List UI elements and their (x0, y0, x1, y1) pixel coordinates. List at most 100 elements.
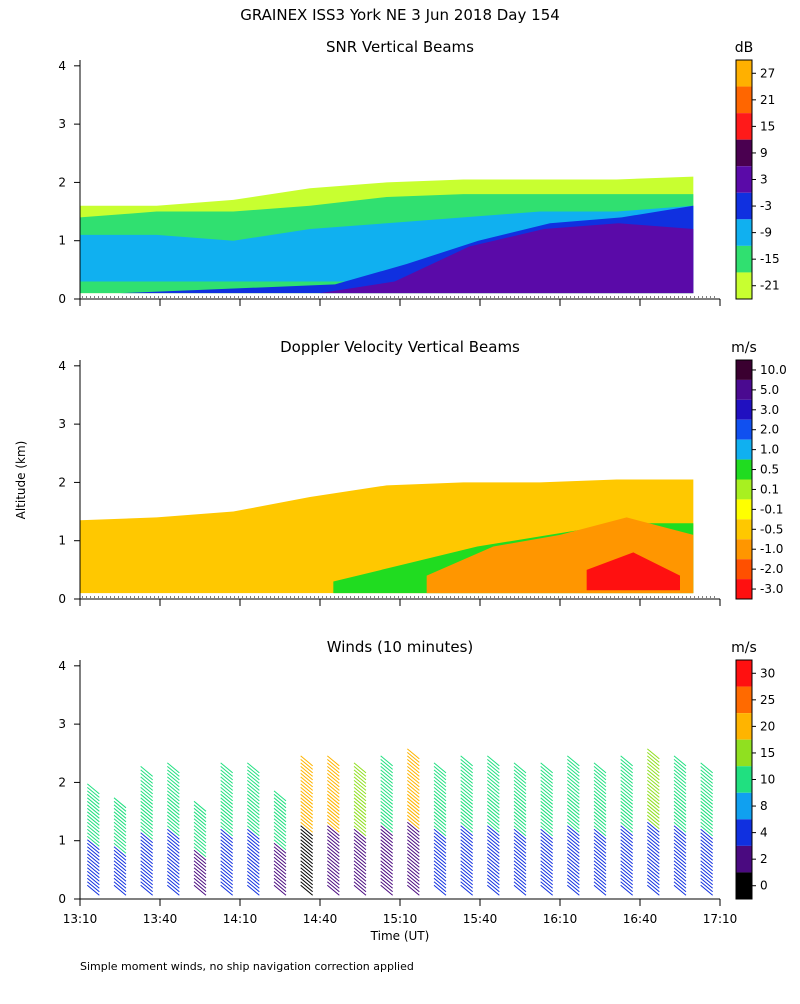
colorbar-swatch (736, 219, 752, 246)
wind-barb (540, 765, 553, 777)
wind-barb (487, 793, 500, 805)
wind-barb (513, 839, 527, 851)
wind-barb (487, 842, 500, 854)
wind-barb (273, 860, 287, 872)
wind-barb (300, 818, 313, 830)
wind-barb (407, 793, 420, 805)
wind-barb (620, 800, 633, 812)
wind-barb (673, 856, 687, 868)
wind-barb (513, 797, 527, 809)
wind-barb (113, 870, 127, 882)
wind-barb (487, 783, 500, 795)
wind-barb (647, 807, 660, 819)
wind-barb (433, 825, 447, 837)
wind-barb (647, 832, 660, 844)
wind-barb (540, 818, 553, 830)
wind-barb (620, 881, 633, 893)
wind-barb (593, 874, 607, 886)
wind-barb (593, 839, 607, 851)
wind-barb (113, 797, 127, 809)
wind-barb (513, 877, 527, 889)
wind-barb (327, 839, 340, 851)
colorbar-frame (735, 359, 753, 600)
wind-barb (620, 786, 633, 798)
wind-barb (460, 797, 473, 809)
wind-barb (327, 797, 340, 809)
x-tick-label: 13:40 (143, 912, 178, 926)
wind-barb (327, 870, 340, 882)
colorbar-swatch (736, 559, 752, 580)
wind-barb (673, 811, 687, 823)
wind-barb (620, 825, 633, 837)
wind-barb (567, 772, 580, 784)
wind-barb (273, 842, 287, 854)
wind-barb (167, 779, 180, 791)
wind-barb (460, 776, 473, 788)
wind-barb (487, 849, 500, 861)
wind-barb (140, 793, 153, 805)
y-tick-label: 1 (58, 534, 66, 548)
wind-barb (593, 797, 607, 809)
wind-barb (593, 853, 607, 865)
wind-barb (300, 881, 313, 893)
wind-barb (300, 839, 313, 851)
wind-barb (567, 860, 580, 872)
colorbar-label: -0.5 (760, 522, 783, 536)
wind-barb (380, 755, 393, 767)
wind-barb (673, 867, 687, 879)
wind-barb (353, 772, 367, 784)
wind-barb (433, 807, 447, 819)
wind-barb (487, 856, 500, 868)
wind-barb (193, 867, 207, 879)
wind-barb (487, 881, 500, 893)
wind-barb (273, 811, 287, 823)
wind-barb (433, 835, 447, 847)
wind-barb (540, 835, 553, 847)
wind-barb (353, 807, 367, 819)
wind-barb (113, 807, 127, 819)
wind-barb (433, 828, 447, 840)
wind-barb (247, 790, 260, 802)
wind-barb (647, 765, 660, 777)
wind-barb (620, 835, 633, 847)
wind-barb (113, 856, 127, 868)
wind-barb (327, 804, 340, 816)
wind-barb (353, 769, 367, 781)
wind-barb (540, 853, 553, 865)
wind-barb (620, 776, 633, 788)
wind-barb (380, 769, 393, 781)
wind-barb (407, 877, 420, 889)
wind-barb (247, 779, 260, 791)
wind-barb (300, 825, 313, 837)
wind-barb (700, 786, 713, 798)
wind-barb (567, 821, 580, 833)
wind-barb (113, 818, 127, 830)
wind-barb (247, 849, 260, 861)
wind-barb (273, 828, 287, 840)
wind-barb (647, 867, 660, 879)
colorbar-swatch (736, 519, 752, 540)
wind-barb (193, 818, 207, 830)
wind-barb (193, 874, 207, 886)
wind-barb (460, 842, 473, 854)
wind-barb (593, 835, 607, 847)
wind-barb (327, 786, 340, 798)
wind-barb (273, 825, 287, 837)
wind-barb (487, 828, 500, 840)
wind-barb (113, 842, 127, 854)
wind-barb (700, 874, 713, 886)
wind-barb (353, 832, 367, 844)
wind-barb (113, 877, 127, 889)
wind-barb (513, 849, 527, 861)
wind-barb (433, 790, 447, 802)
wind-barb (433, 779, 447, 791)
wind-barb (300, 821, 313, 833)
wind-barb (487, 874, 500, 886)
wind-barb (647, 800, 660, 812)
wind-barb (407, 842, 420, 854)
wind-barb (220, 867, 233, 879)
wind-barb (460, 769, 473, 781)
wind-barb (247, 874, 260, 886)
wind-barb (513, 772, 527, 784)
wind-barb (567, 818, 580, 830)
